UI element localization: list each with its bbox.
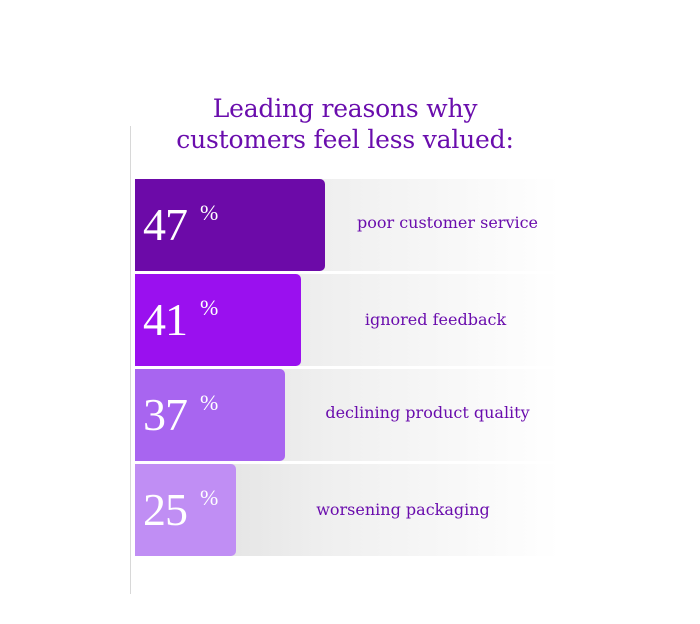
chart-title: Leading reasons why customers feel less … xyxy=(130,93,560,155)
chart-title-line-2: customers feel less valued: xyxy=(176,125,514,154)
chart-title-line-1: Leading reasons why xyxy=(212,94,478,123)
category-label: declining product quality xyxy=(325,403,530,422)
bar xyxy=(135,179,325,271)
category-label: poor customer service xyxy=(356,213,539,232)
category-label: ignored feedback xyxy=(364,310,507,329)
data-label-value: 47 xyxy=(143,199,188,250)
data-label-value: 25 xyxy=(143,484,188,535)
bar xyxy=(135,369,285,461)
category-label: worsening packaging xyxy=(316,500,490,519)
data-label-value: 37 xyxy=(143,389,188,440)
data-label-percent-sign: % xyxy=(200,485,219,510)
bar xyxy=(135,274,301,366)
axis-line xyxy=(130,126,131,594)
data-label-percent-sign: % xyxy=(200,200,219,225)
bar xyxy=(135,464,236,556)
data-label-value: 41 xyxy=(143,294,188,345)
data-label-percent-sign: % xyxy=(200,295,219,320)
data-label-percent-sign: % xyxy=(200,390,219,415)
